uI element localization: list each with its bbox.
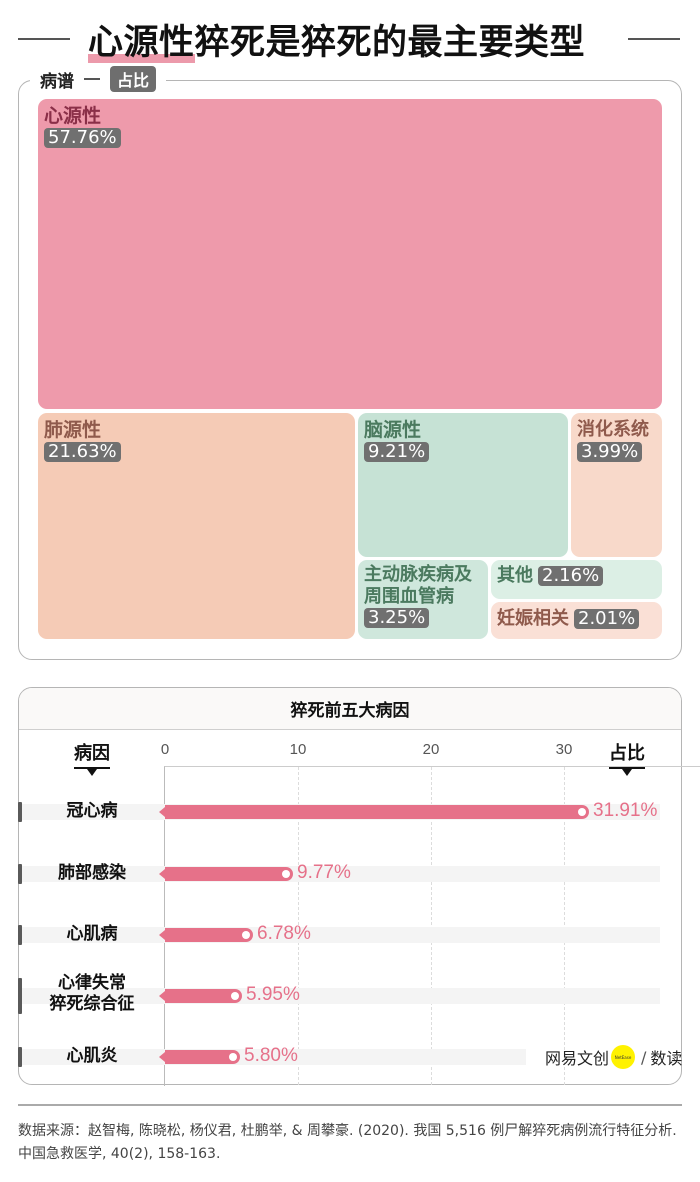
row-marker — [18, 1047, 22, 1067]
bar-end-dot — [229, 1053, 237, 1061]
bar-label-line1: 心律失常 — [58, 973, 126, 993]
bar — [159, 928, 253, 942]
tile-pulmonary[interactable]: 肺源性 21.63% — [38, 413, 355, 639]
tile-digestive[interactable]: 消化系统 3.99% — [571, 413, 662, 557]
x-tick-20: 20 — [422, 741, 440, 758]
title-row: 心源性猝死是猝死的最主要类型 — [0, 12, 700, 65]
tile-cardiac[interactable]: 心源性 57.76% — [38, 99, 662, 409]
tile-aortic[interactable]: 主动脉疾病及 周围血管病 3.25% — [358, 560, 488, 639]
bar-row[interactable]: 心肌病 6.78% — [18, 923, 682, 947]
x-tick-10: 10 — [289, 741, 307, 758]
bar-value: 9.77% — [297, 862, 351, 883]
brand-slash: / — [641, 1047, 647, 1067]
bar — [159, 1050, 240, 1064]
bar-end-dot — [242, 931, 250, 939]
x-tick-0: 0 — [160, 741, 170, 758]
triangle-down-icon — [622, 768, 632, 776]
x-axis-title-underline — [609, 767, 645, 769]
row-marker — [18, 978, 22, 1014]
y-axis-title-text: 病因 — [74, 743, 110, 764]
page-title: 心源性猝死是猝死的最主要类型 — [88, 14, 585, 65]
tile-pct: 2.01% — [574, 609, 640, 629]
bar-end-dot — [231, 992, 239, 1000]
title-rest: 猝死是猝死的最主要类型 — [194, 23, 586, 63]
tile-pct: 21.63% — [44, 442, 121, 462]
x-axis-title-text: 占比 — [609, 743, 645, 764]
bar-label: 心肌炎 — [66, 1046, 118, 1066]
legend-dash — [84, 78, 100, 80]
bar-chart-title: 猝死前五大病因 — [19, 688, 681, 730]
bar — [159, 867, 293, 881]
bar-row[interactable]: 心肌炎 5.80% — [18, 1045, 682, 1069]
legend-category-label: 病谱 — [40, 71, 74, 92]
tile-pregnancy[interactable]: 妊娠相关 2.01% — [491, 602, 662, 639]
tile-name: 消化系统 — [577, 419, 649, 440]
bar-value: 31.91% — [593, 800, 658, 821]
brand-sub: 数读 — [650, 1049, 683, 1068]
bar-end-dot — [578, 808, 586, 816]
y-axis-title: 病因 — [74, 739, 110, 776]
row-marker — [18, 925, 22, 945]
tile-name: 肺源性 — [44, 419, 102, 441]
bar — [159, 989, 242, 1003]
gridline-30 — [564, 767, 565, 1085]
y-axis-title-underline — [74, 767, 110, 769]
tile-pct: 2.16% — [538, 566, 604, 586]
bar-label: 心肌病 — [66, 924, 118, 944]
treemap-card — [18, 80, 682, 660]
x-axis-title: 占比 — [609, 739, 645, 776]
bar-label-line2: 猝死综合征 — [49, 994, 135, 1014]
tile-name-line1: 主动脉疾病及 — [364, 564, 472, 585]
brand-logo: 网易文创 NetEase / 数读 — [545, 1045, 682, 1069]
tile-name: 脑源性 — [364, 419, 422, 441]
data-source: 数据来源：赵智梅, 陈晓松, 杨仪君, 杜鹏举, & 周攀豪. (2020). … — [18, 1123, 677, 1162]
brand-name: 网易文创 — [545, 1049, 610, 1068]
legend-value-label: 占比 — [110, 66, 157, 92]
bar-value: 5.95% — [246, 984, 300, 1005]
title-highlight: 心源性 — [88, 23, 195, 63]
treemap-legend: 病谱 占比 — [30, 66, 167, 92]
bar-label: 心律失常 猝死综合征 — [32, 973, 152, 1015]
bar — [159, 805, 589, 819]
bar-track — [18, 1049, 526, 1065]
bar-end-dot — [282, 870, 290, 878]
gridline-10 — [298, 767, 299, 1085]
brand-badge-icon: NetEase — [611, 1045, 636, 1069]
gridline-20 — [431, 767, 432, 1085]
plot-frame — [164, 766, 700, 1086]
tile-name-line2: 周围血管病 — [364, 586, 454, 607]
bar-label: 肺部感染 — [58, 863, 126, 883]
bar-value: 6.78% — [257, 923, 311, 944]
footer-rule — [18, 1104, 682, 1106]
tile-pct: 57.76% — [44, 128, 121, 148]
title-rule-left — [18, 38, 70, 40]
bar-chart-card: 猝死前五大病因 — [18, 687, 682, 1085]
tile-other[interactable]: 其他 2.16% — [491, 560, 662, 599]
tile-pct: 3.25% — [364, 608, 430, 628]
tile-name: 妊娠相关 — [497, 608, 569, 629]
bar-row[interactable]: 心律失常 猝死综合征 5.95% — [18, 968, 682, 1024]
row-marker — [18, 864, 22, 884]
bar-row[interactable]: 冠心病 31.91% — [18, 800, 682, 824]
bar-row[interactable]: 肺部感染 9.77% — [18, 862, 682, 886]
tile-pct: 3.99% — [577, 442, 643, 462]
tile-cerebral[interactable]: 脑源性 9.21% — [358, 413, 568, 557]
tile-name: 心源性 — [44, 105, 102, 127]
bar-label: 冠心病 — [66, 801, 118, 821]
tile-pct: 9.21% — [364, 442, 430, 462]
tile-name: 其他 — [497, 565, 533, 586]
row-marker — [18, 802, 22, 822]
title-rule-right — [628, 38, 680, 40]
x-tick-30: 30 — [555, 741, 573, 758]
triangle-down-icon — [87, 768, 97, 776]
bar-value: 5.80% — [244, 1045, 298, 1066]
